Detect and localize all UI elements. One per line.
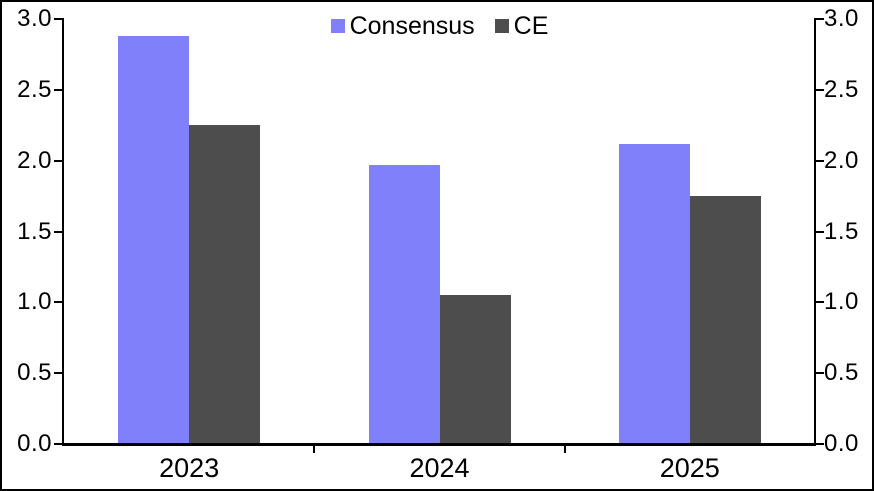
- y-axis-left-tick-label: 1.5: [17, 217, 52, 245]
- y-axis-right-tick-label: 2.0: [824, 146, 859, 174]
- y-axis-left-tick-label: 1.0: [17, 288, 52, 316]
- y-axis-left-line: [62, 18, 64, 446]
- legend-label: Consensus: [349, 12, 475, 40]
- y-tick-right: [816, 230, 824, 233]
- y-axis-left-tick-label: 2.5: [17, 75, 52, 103]
- bar-ce-2023: [189, 125, 261, 444]
- y-tick-left: [54, 443, 62, 445]
- x-axis-boundary-tick: [313, 445, 316, 453]
- bar-consensus-2025: [618, 143, 690, 444]
- y-axis-right-tick-label: 1.0: [824, 288, 859, 316]
- y-tick-right: [816, 372, 824, 375]
- y-axis-right-tick-label: 0.5: [824, 359, 859, 387]
- y-tick-left: [54, 18, 62, 20]
- y-axis-right-tick-label: 1.5: [824, 217, 859, 245]
- x-axis-category-label: 2025: [659, 453, 720, 483]
- plot-area: [64, 19, 815, 444]
- x-axis-category-label: 2023: [159, 453, 220, 483]
- bar-consensus-2023: [118, 36, 190, 444]
- y-axis-left-tick-label: 2.0: [17, 146, 52, 174]
- x-axis-boundary-tick: [563, 445, 566, 453]
- y-axis-left-tick-label: 0.0: [17, 430, 52, 457]
- y-tick-left: [54, 372, 62, 375]
- y-tick-left: [54, 230, 62, 233]
- y-tick-right: [816, 301, 824, 304]
- y-tick-left: [54, 88, 62, 91]
- y-tick-right: [816, 88, 824, 91]
- legend-label: CE: [513, 12, 549, 40]
- legend-entry-ce: CE: [494, 10, 549, 42]
- y-axis-right-tick-label: 3.0: [824, 5, 859, 32]
- bar-ce-2025: [689, 196, 761, 444]
- y-tick-left: [54, 159, 62, 162]
- x-axis-line: [62, 443, 816, 446]
- chart-legend: Consensus CE: [64, 10, 815, 42]
- y-tick-right: [816, 443, 824, 445]
- y-tick-right: [816, 159, 824, 162]
- bar-consensus-2024: [368, 164, 440, 444]
- y-axis-right-tick-label: 0.0: [824, 430, 859, 457]
- y-axis-right-line: [814, 18, 816, 446]
- legend-entry-consensus: Consensus: [330, 10, 475, 42]
- y-axis-right-tick-label: 2.5: [824, 75, 859, 103]
- y-axis-left-tick-label: 0.5: [17, 359, 52, 387]
- y-axis-left-tick-label: 3.0: [17, 5, 52, 32]
- x-axis-category-label: 2024: [409, 453, 470, 483]
- legend-swatch-icon: [494, 19, 509, 33]
- y-tick-left: [54, 301, 62, 304]
- bar-ce-2024: [439, 295, 511, 444]
- y-tick-right: [816, 18, 824, 20]
- legend-swatch-icon: [330, 19, 345, 33]
